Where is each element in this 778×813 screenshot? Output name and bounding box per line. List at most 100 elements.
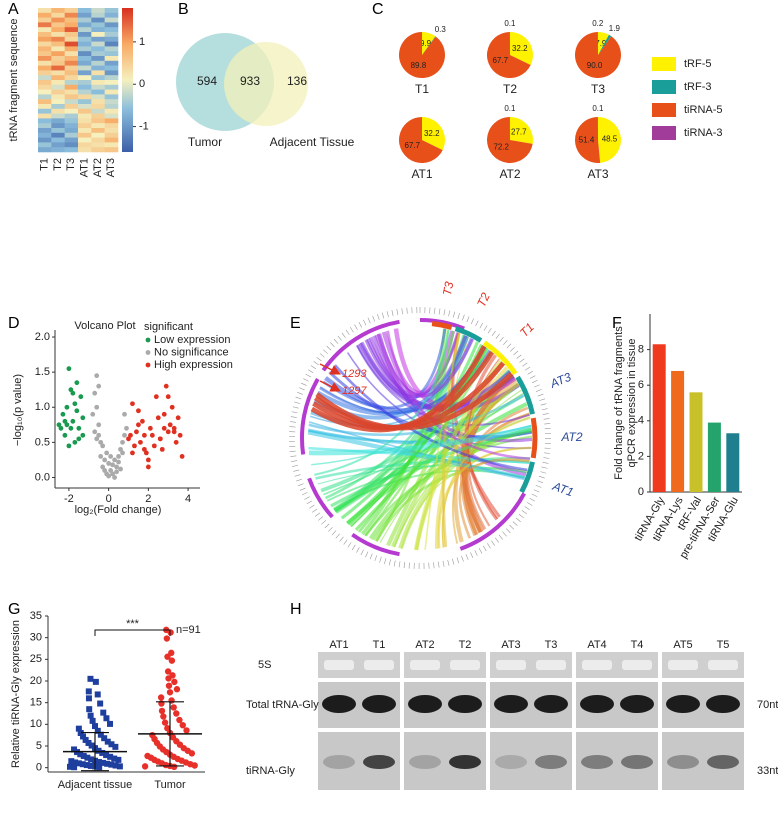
band <box>496 660 526 670</box>
pie-name: T2 <box>503 82 517 96</box>
panel-label: D <box>8 315 20 332</box>
heat-cell <box>78 89 92 95</box>
band <box>580 695 614 713</box>
outer-tick <box>447 559 450 566</box>
heat-cell <box>104 84 119 90</box>
point <box>173 686 181 693</box>
bar <box>707 422 721 492</box>
group-arc <box>519 461 535 494</box>
y-tick-label: 2.0 <box>35 331 50 343</box>
outer-tick <box>293 469 300 472</box>
outer-tick <box>531 493 538 497</box>
heat-cell <box>91 32 105 38</box>
legend-marker <box>145 350 151 355</box>
outer-tick <box>533 489 540 493</box>
outer-tick <box>365 551 369 558</box>
pie-value-label: 48.5 <box>602 135 618 144</box>
group-label: T1 <box>517 320 537 340</box>
point <box>103 752 110 759</box>
heat-cell <box>64 80 79 86</box>
point <box>107 720 114 727</box>
outer-tick <box>408 562 410 569</box>
venn-count: 933 <box>240 74 260 88</box>
column-label: AT3 <box>105 158 117 177</box>
purple-ring <box>321 319 400 372</box>
colorbar-tick-label: -1 <box>139 120 149 132</box>
point <box>173 710 180 717</box>
heat-cell <box>104 108 119 114</box>
heat-cell <box>51 17 65 23</box>
heat-cell <box>78 128 92 134</box>
point <box>72 401 78 407</box>
point <box>170 763 178 770</box>
outer-tick <box>491 330 496 337</box>
point <box>112 743 119 750</box>
heat-cell <box>38 65 52 71</box>
purple-ring <box>419 318 465 331</box>
group-label: T2 <box>474 290 493 309</box>
outer-tick <box>330 342 335 348</box>
panel-label: C <box>372 1 384 18</box>
outer-tick <box>386 311 389 318</box>
y-tick-label: 25 <box>30 653 42 665</box>
lane-label: AT5 <box>673 639 692 651</box>
point <box>175 415 181 421</box>
heat-cell <box>78 118 92 124</box>
outer-tick <box>289 426 296 428</box>
point <box>165 429 171 435</box>
venn-set <box>224 42 308 126</box>
point <box>99 749 106 756</box>
outer-tick <box>529 375 536 379</box>
band <box>622 660 652 670</box>
band <box>362 695 396 713</box>
point <box>130 401 135 407</box>
band <box>668 660 698 670</box>
point <box>164 725 171 732</box>
point <box>74 380 80 386</box>
heat-cell <box>78 108 92 114</box>
outer-tick <box>513 350 519 356</box>
outer-tick <box>437 561 440 568</box>
heat-cell <box>51 8 65 14</box>
outer-tick <box>524 366 531 371</box>
outer-tick <box>291 411 298 414</box>
heat-cell <box>64 142 79 148</box>
y-tick-label: 0.0 <box>35 471 50 483</box>
heat-cell <box>51 118 65 124</box>
ribbon <box>414 382 520 551</box>
heat-cell <box>38 12 52 18</box>
heat-cell <box>51 108 65 114</box>
heat-cell <box>78 41 92 47</box>
point <box>118 446 123 452</box>
outer-tick <box>544 452 551 454</box>
outer-tick <box>347 542 352 548</box>
point <box>183 727 190 734</box>
point <box>87 712 94 719</box>
heat-cell <box>38 36 52 42</box>
outer-tick <box>503 340 508 346</box>
point <box>104 760 111 767</box>
heat-cell <box>78 147 92 153</box>
point <box>92 723 98 730</box>
outer-tick <box>442 560 445 567</box>
heat-cell <box>38 8 52 14</box>
venn-count: 136 <box>287 74 307 88</box>
y-tick-label: 2 <box>638 450 644 462</box>
purple-ring <box>300 378 320 455</box>
heat-cell <box>38 56 52 62</box>
band <box>535 755 567 769</box>
outer-tick <box>541 408 548 411</box>
significance-label: *** <box>126 618 140 630</box>
heat-cell <box>64 118 79 124</box>
pie-value-label: 27.7 <box>511 128 527 137</box>
heat-cell <box>104 128 119 134</box>
outer-tick <box>294 474 301 477</box>
outer-tick <box>403 562 406 569</box>
heat-cell <box>64 36 79 42</box>
y-axis-label: qPCR expression in tissue <box>626 338 638 467</box>
pie-slice <box>487 32 531 78</box>
band <box>536 660 566 670</box>
point <box>110 462 116 468</box>
outer-tick <box>306 500 313 505</box>
outer-tick <box>297 392 303 395</box>
